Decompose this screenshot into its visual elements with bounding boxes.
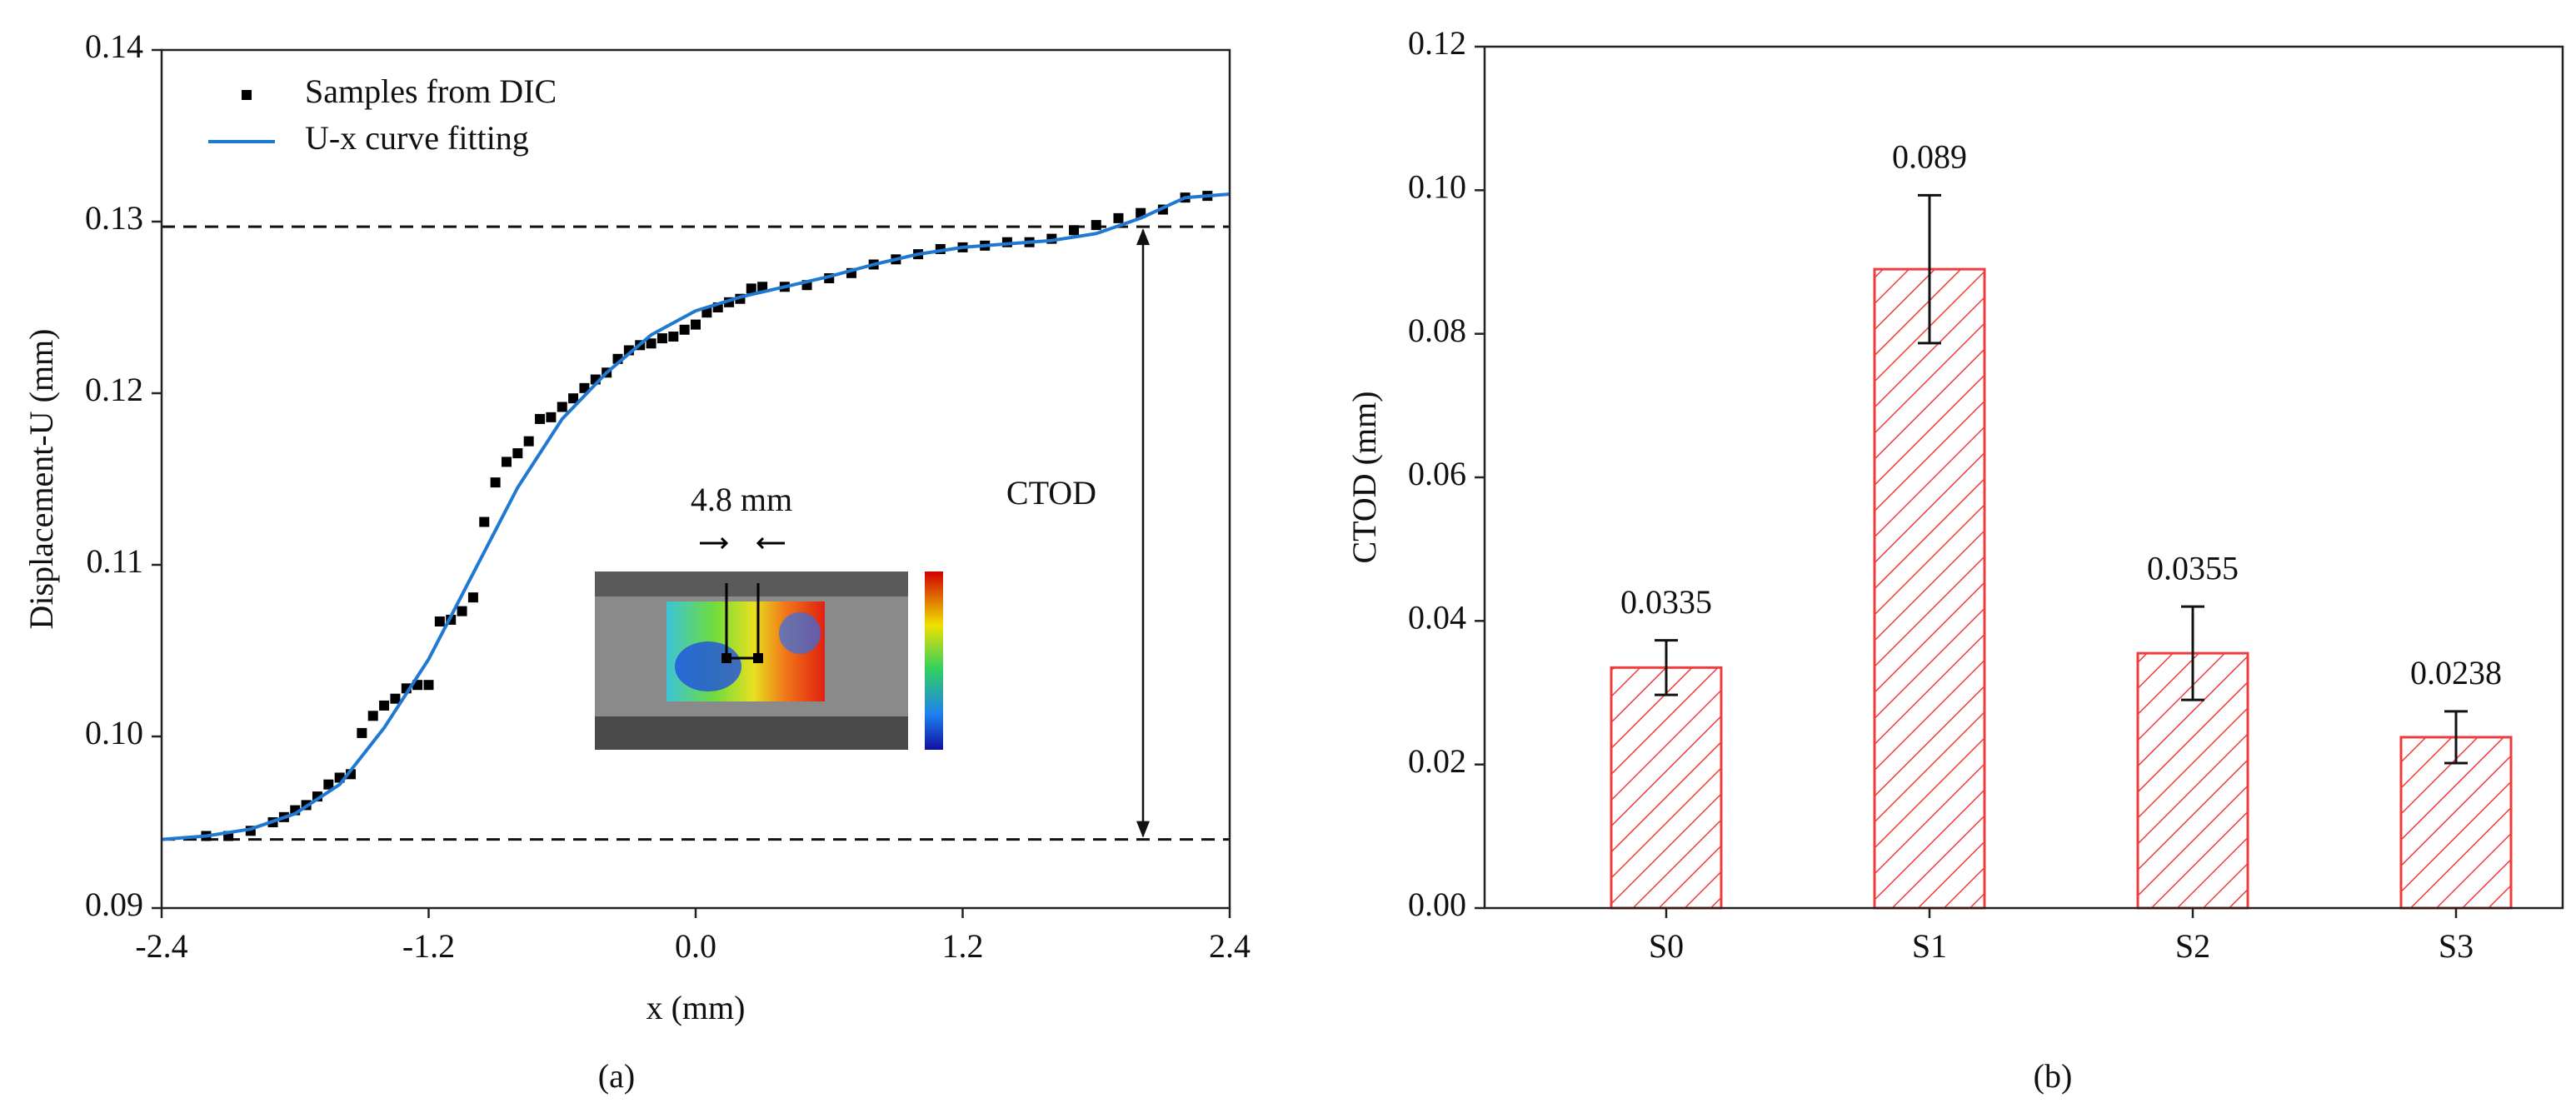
sample-point xyxy=(1113,212,1124,223)
y-tick-label: 0.10 xyxy=(1408,168,1466,206)
sample-point xyxy=(757,282,768,292)
y-tick-label: 0.00 xyxy=(1408,886,1466,923)
sample-point xyxy=(390,693,401,704)
error-bar xyxy=(1655,639,1678,696)
fit-curve xyxy=(161,192,1231,841)
x-tick-label: 1.2 xyxy=(942,927,984,965)
sample-point xyxy=(546,412,557,422)
y-tick-label: 0.12 xyxy=(85,371,143,408)
legend-label: U-x curve fitting xyxy=(305,119,529,157)
x-tick-label: 0.0 xyxy=(675,927,716,965)
error-bar xyxy=(2181,605,2204,701)
bar xyxy=(1873,267,1986,910)
x-tick-label: -1.2 xyxy=(402,927,455,965)
sample-point xyxy=(479,517,490,527)
error-bar xyxy=(2444,710,2468,765)
sample-point xyxy=(557,402,567,412)
sample-point xyxy=(746,283,756,294)
caption: (a) xyxy=(598,1057,635,1095)
y-tick-label: 0.06 xyxy=(1408,455,1466,492)
error-bar xyxy=(1918,193,1941,345)
y-axis-label: Displacement-U (mm) xyxy=(22,329,60,630)
sample-point xyxy=(423,680,434,691)
sample-point xyxy=(512,448,523,459)
inset-image xyxy=(595,537,943,750)
sample-point xyxy=(1091,220,1101,231)
sample-point xyxy=(523,436,534,447)
x-axis-label: x (mm) xyxy=(646,989,746,1026)
sample-point xyxy=(501,457,512,467)
sample-point xyxy=(579,382,590,393)
y-tick-label: 0.02 xyxy=(1408,742,1466,780)
x-tick-label: S1 xyxy=(1912,927,1947,965)
sample-point xyxy=(457,606,467,616)
value-label: 0.0335 xyxy=(1620,583,1712,621)
sample-point xyxy=(679,324,690,335)
sample-point xyxy=(379,700,390,711)
sample-point xyxy=(535,413,546,424)
sample-point xyxy=(656,333,667,344)
bar xyxy=(1610,666,1723,910)
y-tick-label: 0.08 xyxy=(1408,312,1466,349)
value-label: 0.0355 xyxy=(2147,549,2239,586)
value-label: 0.089 xyxy=(1892,138,1967,176)
sample-point xyxy=(701,307,712,318)
width-label: 4.8 mm xyxy=(691,481,792,518)
legend-label: Samples from DIC xyxy=(305,72,557,110)
y-tick-label: 0.11 xyxy=(86,542,143,580)
sample-point xyxy=(646,338,656,349)
y-axis-label: CTOD (mm) xyxy=(1345,391,1383,563)
y-tick-label: 0.14 xyxy=(85,27,143,65)
plot-frame xyxy=(160,48,1231,910)
y-tick-label: 0.04 xyxy=(1408,599,1466,636)
y-tick-label: 0.13 xyxy=(85,199,143,237)
plot-frame xyxy=(1483,45,2564,910)
sample-point xyxy=(668,332,679,342)
y-tick-label: 0.10 xyxy=(85,714,143,751)
sample-point xyxy=(467,592,478,603)
sample-point xyxy=(434,616,445,626)
sample-point xyxy=(323,779,334,790)
x-tick-label: S3 xyxy=(2439,927,2474,965)
value-label: 0.0238 xyxy=(2410,654,2502,691)
legend-marker xyxy=(242,90,252,100)
caption: (b) xyxy=(2034,1057,2073,1095)
y-tick-label: 0.12 xyxy=(1408,24,1466,62)
ctod-label: CTOD xyxy=(1006,474,1096,512)
sample-point xyxy=(357,727,367,738)
sample-point xyxy=(846,267,856,278)
y-tick-label: 0.09 xyxy=(85,886,143,923)
x-tick-label: -2.4 xyxy=(135,927,187,965)
x-tick-label: S0 xyxy=(1649,927,1684,965)
sample-point xyxy=(691,319,701,330)
x-tick-label: 2.4 xyxy=(1209,927,1251,965)
sample-point xyxy=(490,477,501,488)
sample-point xyxy=(367,711,378,721)
sample-point xyxy=(568,393,579,404)
x-tick-label: S2 xyxy=(2175,927,2210,965)
sample-point xyxy=(1069,225,1080,236)
